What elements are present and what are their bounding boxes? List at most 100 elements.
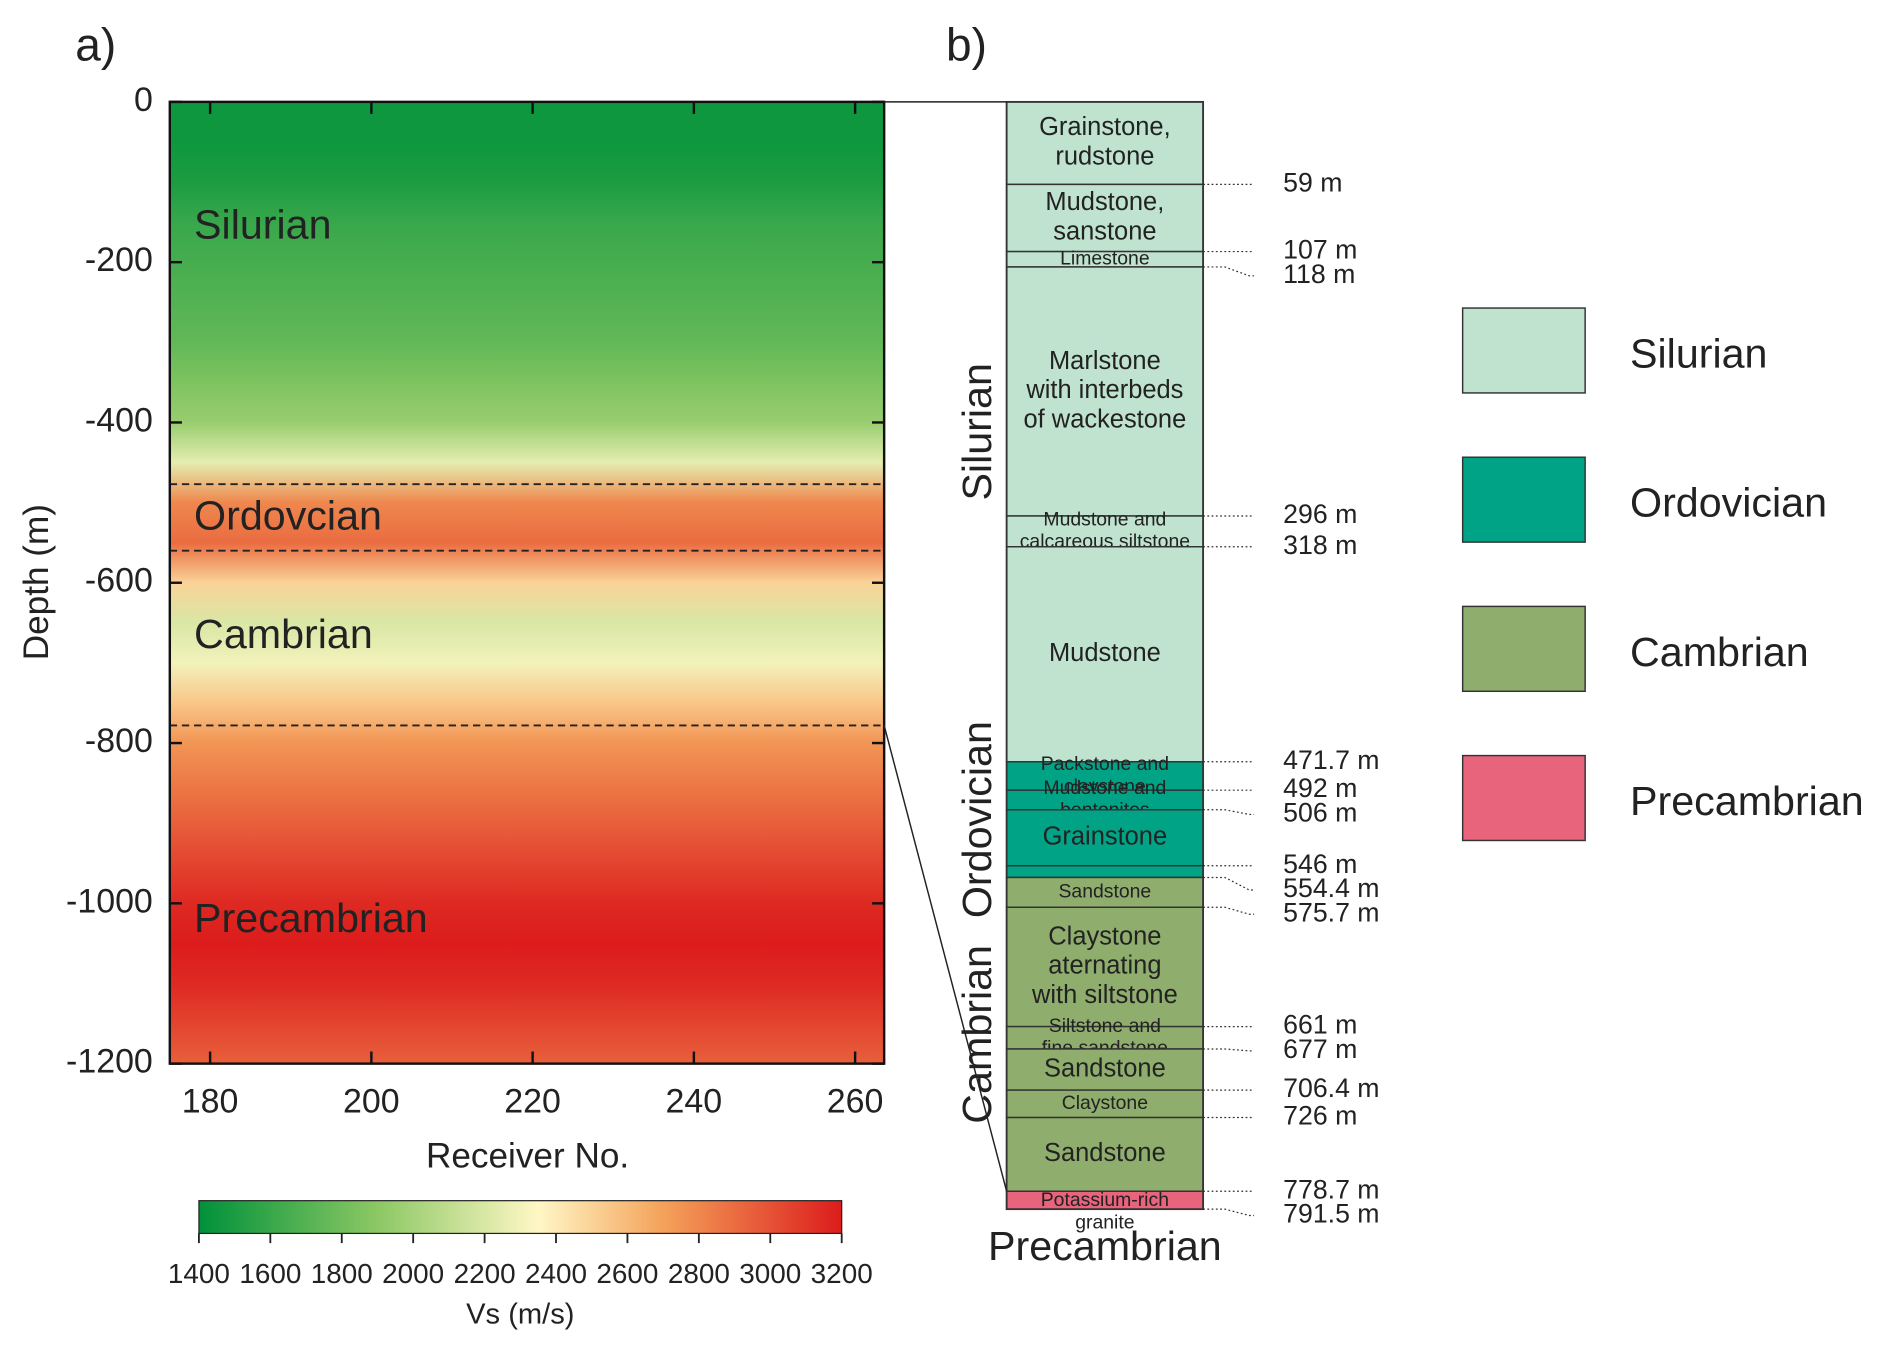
colorbar-tick-label: 1800 <box>311 1258 373 1289</box>
y-tick-label: -1000 <box>66 882 153 920</box>
y-axis-label: Depth (m) <box>17 504 56 660</box>
period-label: Precambrian <box>988 1223 1222 1269</box>
layer <box>1005 906 1204 1028</box>
y-tick-label: -200 <box>85 241 153 279</box>
layer <box>1005 266 1204 517</box>
formation-label: Silurian <box>194 202 331 248</box>
layer <box>1005 864 1204 879</box>
legend-swatch <box>1461 754 1586 842</box>
layer-label: with interbeds <box>1025 376 1183 404</box>
depth-leader <box>1203 809 1255 816</box>
layer-label: Mudstone, <box>1045 188 1164 216</box>
layer <box>1005 515 1204 548</box>
depth-label: 661 m <box>1283 1010 1357 1040</box>
depth-label: 107 m <box>1283 235 1357 265</box>
period-label: Silurian <box>954 363 1000 500</box>
layer-label: granite <box>1075 1211 1134 1233</box>
depth-label: 492 m <box>1283 773 1357 803</box>
layer-label: Mudstone <box>1049 639 1161 667</box>
depth-label: 296 m <box>1283 499 1357 529</box>
layer-label: Grainstone <box>1043 822 1168 850</box>
x-tick-label: 200 <box>343 1083 400 1121</box>
depth-label: 554.4 m <box>1283 873 1379 903</box>
legend-swatch <box>1461 307 1586 394</box>
depth-label: 118 m <box>1283 259 1355 289</box>
colorbar-label: Vs (m/s) <box>466 1299 574 1331</box>
layer-label: rudstone <box>1055 143 1154 171</box>
heatmap <box>169 101 885 1064</box>
layer-label: Potassium-rich <box>1041 1189 1169 1211</box>
layer-label: Sandstone <box>1044 1054 1166 1082</box>
y-tick-label: -400 <box>85 401 153 439</box>
layer-label: Mudstone and <box>1043 777 1166 799</box>
depth-leader <box>1203 906 1255 915</box>
period-label: Ordovician <box>954 721 1000 918</box>
x-tick-label: 220 <box>504 1083 561 1121</box>
depth-label: 471.7 m <box>1283 745 1379 775</box>
colorbar-tick-label: 2200 <box>454 1258 516 1289</box>
formation-label: Cambrian <box>194 611 373 657</box>
colorbar-tick-label: 1400 <box>168 1258 230 1289</box>
panel-label: a) <box>75 19 116 71</box>
depth-label: 318 m <box>1283 530 1357 560</box>
layer-label: Marlstone <box>1049 347 1161 375</box>
depth-label: 59 m <box>1283 167 1342 197</box>
layer-label: Sandstone <box>1044 1139 1166 1167</box>
legend-label: Cambrian <box>1630 629 1809 675</box>
depth-label: 546 m <box>1283 849 1357 879</box>
layer <box>1005 183 1204 253</box>
column-frame <box>1005 100 1205 1211</box>
layer <box>1005 101 1204 186</box>
x-axis-label: Receiver No. <box>426 1137 629 1176</box>
y-tick-label: 0 <box>134 81 153 119</box>
colorbar-tick-label: 2000 <box>382 1258 444 1289</box>
layer-label: Siltstone and <box>1049 1015 1161 1037</box>
depth-label: 726 m <box>1283 1101 1357 1131</box>
layer-label: with siltstone <box>1031 981 1178 1009</box>
layer <box>1005 809 1204 867</box>
legend-swatch <box>1461 605 1586 693</box>
formation-label: Precambrian <box>194 895 428 941</box>
depth-label: 506 m <box>1283 797 1357 827</box>
legend-label: Silurian <box>1630 330 1767 376</box>
connector <box>883 725 1008 1192</box>
layer-label: Grainstone, <box>1039 113 1171 141</box>
colorbar-tick-label: 1600 <box>239 1258 301 1289</box>
legend-label: Ordovician <box>1630 480 1827 526</box>
layer-label: of wackestone <box>1024 405 1187 433</box>
colorbar <box>198 1200 843 1235</box>
x-tick-label: 240 <box>666 1083 723 1121</box>
period-label: Cambrian <box>954 945 1000 1124</box>
depth-leader <box>1203 266 1255 277</box>
layer <box>1005 546 1204 763</box>
layer-label: sanstone <box>1053 217 1156 245</box>
layer-label: Limestone <box>1060 247 1149 269</box>
depth-label: 778.7 m <box>1283 1174 1379 1204</box>
depth-label: 575.7 m <box>1283 897 1379 927</box>
depth-leader <box>1203 876 1255 891</box>
layer-label: Claystone <box>1062 1092 1148 1114</box>
legend-label: Precambrian <box>1630 778 1864 824</box>
layer <box>1005 876 1204 908</box>
layer-label: Claystone <box>1048 922 1161 950</box>
colorbar-tick-label: 3200 <box>811 1258 873 1289</box>
depth-label: 706.4 m <box>1283 1073 1379 1103</box>
depth-leader <box>1203 1208 1255 1217</box>
layer-label: Packstone and <box>1041 753 1169 775</box>
depth-label: 677 m <box>1283 1034 1357 1064</box>
layer-label: Mudstone and <box>1043 508 1166 530</box>
depth-leader <box>1203 1048 1255 1052</box>
x-tick-label: 260 <box>827 1083 884 1121</box>
formation-label: Ordovcian <box>194 493 382 539</box>
legend-swatch <box>1461 456 1586 543</box>
depth-label: 791.5 m <box>1283 1199 1379 1229</box>
layer-label: Sandstone <box>1059 880 1152 902</box>
y-tick-label: -1200 <box>66 1043 153 1081</box>
layer-label: aternating <box>1048 952 1161 980</box>
colorbar-tick-label: 2400 <box>525 1258 587 1289</box>
colorbar-tick-label: 2800 <box>668 1258 730 1289</box>
x-tick-label: 180 <box>182 1083 239 1121</box>
y-tick-label: -600 <box>85 562 153 600</box>
